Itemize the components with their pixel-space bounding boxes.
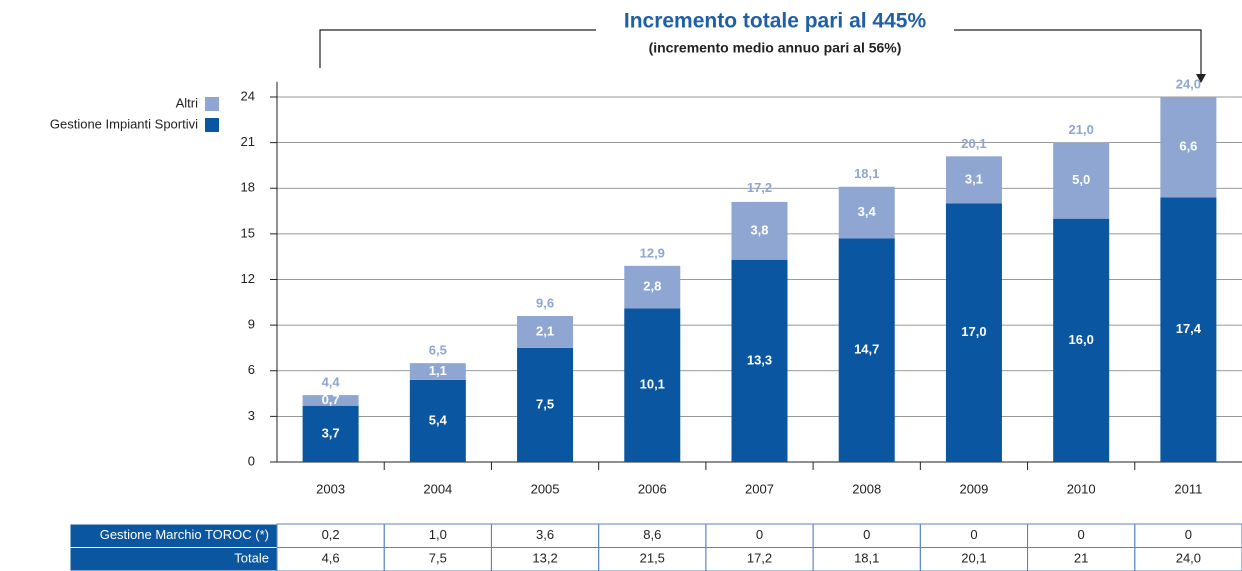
value-label: 3,1 [965, 171, 983, 186]
bar-segment [624, 308, 681, 462]
bar-segment [624, 265, 681, 309]
x-tick-label: 2003 [316, 481, 345, 496]
total-label: 9,6 [536, 295, 554, 310]
table-row-label: Totale [234, 551, 269, 566]
y-tick-label: 9 [248, 317, 255, 332]
table-cell [1134, 547, 1242, 571]
table-cell-text: 0 [756, 527, 763, 542]
x-tick-label: 2006 [638, 481, 667, 496]
chart-subtitle: (incremento medio annuo pari al 56%) [649, 40, 902, 56]
table-cell-text: 1,0 [429, 527, 447, 542]
value-label: 14,7 [854, 342, 879, 357]
value-label: 5,0 [1072, 172, 1090, 187]
legend-label: Gestione Impianti Sportivi [50, 116, 198, 131]
y-tick-label: 21 [241, 134, 255, 149]
total-label: 17,2 [747, 180, 772, 195]
value-label: 0,7 [322, 392, 340, 407]
table-cell-text: 21 [1074, 551, 1088, 566]
bar-segment [1053, 142, 1110, 219]
table-cell-text: 7,5 [429, 551, 447, 566]
bar-segment [1160, 197, 1217, 462]
total-label: 12,9 [640, 245, 665, 260]
bar-segment [1053, 218, 1110, 462]
table-row-label: Gestione Marchio TOROC (*) [100, 527, 269, 542]
value-label: 2,8 [643, 279, 661, 294]
table-cell-text: 24,0 [1176, 551, 1201, 566]
x-tick-label: 2007 [745, 481, 774, 496]
table-cell-text: 3,6 [536, 527, 554, 542]
value-label: 1,1 [429, 363, 447, 378]
y-tick-label: 24 [241, 88, 255, 103]
table-cell-text: 8,6 [643, 527, 661, 542]
value-label: 10,1 [640, 377, 665, 392]
table-cell-text: 17,2 [747, 551, 772, 566]
bar-segment [302, 395, 359, 406]
y-tick-label: 6 [248, 362, 255, 377]
bar-segment [302, 405, 359, 462]
y-tick-label: 18 [241, 180, 255, 195]
value-label: 17,0 [961, 324, 986, 339]
table-cell-text: 0,2 [322, 527, 340, 542]
total-label: 20,1 [961, 136, 986, 151]
y-tick-label: 3 [248, 408, 255, 423]
table-cell-text: 0 [1078, 527, 1085, 542]
total-label: 18,1 [854, 166, 879, 181]
value-label: 16,0 [1069, 332, 1094, 347]
value-label: 6,6 [1179, 139, 1197, 154]
table-cell-text: 4,6 [322, 551, 340, 566]
value-label: 17,4 [1176, 321, 1202, 336]
y-tick-label: 12 [241, 271, 255, 286]
total-label: 21,0 [1069, 122, 1094, 137]
bar-segment [731, 259, 788, 462]
x-tick-label: 2009 [959, 481, 988, 496]
bar-segment [517, 347, 574, 462]
bar-segment [517, 316, 574, 348]
x-tick-label: 2008 [852, 481, 881, 496]
value-label: 2,1 [536, 323, 554, 338]
y-tick-label: 15 [241, 225, 255, 240]
table-cell-text: 13,2 [532, 551, 557, 566]
bar-segment [731, 201, 788, 260]
bar-segment [945, 203, 1002, 463]
total-label: 6,5 [429, 343, 447, 358]
y-tick-label: 0 [248, 453, 255, 468]
value-label: 5,4 [429, 412, 448, 427]
table-cell-text: 20,1 [961, 551, 986, 566]
chart-title: Incremento totale pari al 445% [624, 10, 927, 33]
arrow-head [1196, 74, 1206, 83]
value-label: 3,8 [750, 222, 768, 237]
table-cell-text: 21,5 [640, 551, 665, 566]
legend-swatch [205, 97, 219, 111]
x-tick-label: 2005 [531, 481, 560, 496]
bar-segment [838, 238, 895, 462]
total-label: 4,4 [322, 375, 341, 390]
value-label: 13,3 [747, 352, 772, 367]
bracket-left [319, 29, 596, 68]
x-tick-label: 2011 [1174, 481, 1202, 496]
bar-segment [409, 379, 466, 462]
bar-segment [1160, 97, 1217, 198]
legend-label: Altri [176, 95, 199, 110]
x-tick-label: 2004 [423, 481, 452, 496]
bar-segment [409, 363, 466, 380]
table-cell-text: 0 [863, 527, 870, 542]
total-label: 24,0 [1176, 76, 1201, 91]
table-cell-text: 0 [970, 527, 977, 542]
legend-swatch [205, 118, 219, 132]
bar-segment [838, 186, 895, 239]
x-tick-label: 2010 [1067, 481, 1096, 496]
table-cell-text: 18,1 [854, 551, 879, 566]
value-label: 3,7 [322, 425, 340, 440]
table-cell-text: 0 [1185, 527, 1192, 542]
value-label: 7,5 [536, 396, 554, 411]
value-label: 3,4 [858, 204, 877, 219]
bar-segment [945, 156, 1002, 204]
bracket-right [954, 29, 1202, 76]
